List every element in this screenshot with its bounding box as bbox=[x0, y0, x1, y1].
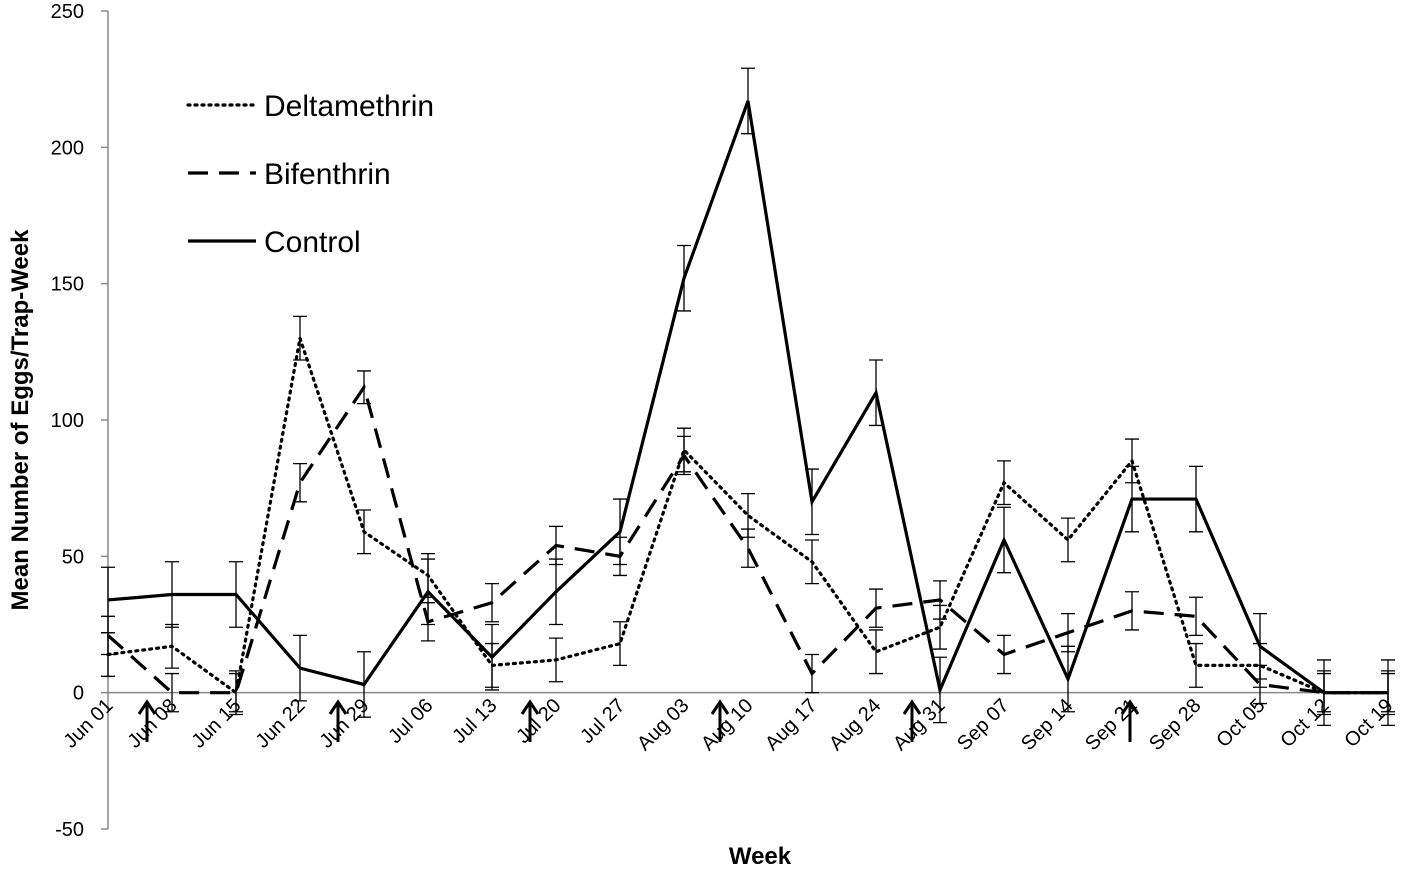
x-tick-label: Jul 27 bbox=[576, 695, 629, 748]
error-bar bbox=[741, 528, 755, 568]
x-tick-label: Jun 01 bbox=[60, 695, 118, 753]
legend-label: Bifenthrin bbox=[264, 158, 391, 191]
y-tick-label: 50 bbox=[62, 546, 84, 568]
x-tick-label: Jul 06 bbox=[384, 695, 437, 748]
y-tick-label: -50 bbox=[55, 819, 84, 841]
x-tick-label: Aug 17 bbox=[761, 695, 821, 755]
error-bar bbox=[1189, 596, 1203, 637]
line bbox=[106, 383, 1388, 695]
error-bar bbox=[1189, 642, 1203, 688]
y-axis-title: Mean Number of Eggs/Trap-Week bbox=[7, 229, 34, 611]
spray-arrows bbox=[137, 699, 1140, 742]
x-tick-label: Jun 29 bbox=[316, 695, 374, 753]
arrow bbox=[710, 699, 730, 742]
arrow bbox=[1120, 699, 1140, 742]
x-tick-label: Aug 10 bbox=[697, 695, 757, 755]
x-tick-label: Aug 24 bbox=[825, 695, 885, 755]
x-tick-label: Sep 07 bbox=[953, 695, 1013, 755]
x-tick-label: Jun 08 bbox=[124, 695, 182, 753]
x-tick-label: Oct 12 bbox=[1276, 695, 1333, 752]
arrow bbox=[137, 699, 157, 742]
error-bar bbox=[165, 672, 179, 713]
x-tick-label: Sep 28 bbox=[1145, 695, 1205, 755]
series bbox=[101, 315, 1395, 716]
arrow bbox=[520, 699, 540, 742]
y-tick-label: 250 bbox=[51, 1, 84, 23]
y-tick-label: 200 bbox=[51, 137, 84, 159]
series bbox=[101, 67, 1395, 727]
legend-label: Deltamethrin bbox=[264, 90, 434, 123]
x-tick-label: Sep 21 bbox=[1081, 695, 1141, 755]
line bbox=[107, 100, 1388, 696]
error-bar bbox=[613, 621, 627, 667]
x-tick-label: Jul 13 bbox=[448, 695, 501, 748]
y-tick-label: 100 bbox=[51, 410, 84, 432]
x-tick-label: Aug 03 bbox=[633, 695, 693, 755]
x-tick-label: Jun 22 bbox=[252, 695, 310, 753]
legend-label: Control bbox=[264, 226, 361, 259]
y-tick-label: 150 bbox=[51, 274, 84, 296]
x-axis-title: Week bbox=[729, 843, 792, 870]
arrow bbox=[902, 699, 922, 742]
line bbox=[106, 337, 1390, 696]
arrow bbox=[328, 699, 348, 742]
x-tick-label: Jul 20 bbox=[512, 695, 565, 748]
x-tick-label: Jun 15 bbox=[188, 695, 246, 753]
y-tick-label: 0 bbox=[73, 683, 84, 705]
x-tick-label: Oct 19 bbox=[1340, 695, 1397, 752]
